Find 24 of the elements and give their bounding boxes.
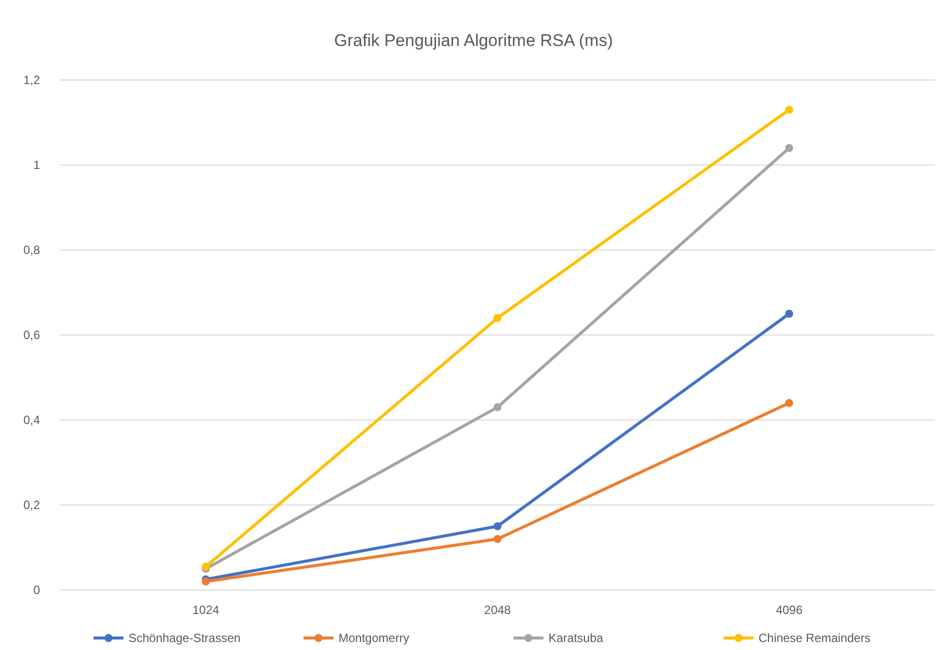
- y-tick-label: 0,8: [23, 243, 40, 258]
- point: [785, 106, 794, 114]
- legend-label: Montgomerry: [338, 631, 410, 646]
- y-tick-label: 1: [33, 158, 40, 172]
- legend-label: Karatsuba: [548, 631, 604, 646]
- point: [785, 310, 794, 318]
- y-tick-label: 0,6: [23, 328, 40, 342]
- point: [494, 535, 502, 543]
- point: [494, 522, 502, 530]
- point: [494, 403, 502, 412]
- point: [494, 314, 502, 322]
- x-tick-label: 1024: [192, 603, 220, 617]
- y-tick-label: 0,2: [23, 498, 40, 512]
- point: [785, 144, 794, 152]
- point: [785, 399, 794, 407]
- x-tick-label: 4096: [776, 603, 803, 617]
- y-tick-label: 1,2: [23, 73, 40, 88]
- legend-label: Chinese Remainders: [758, 631, 871, 646]
- y-tick-label: 0: [33, 583, 40, 598]
- point: [202, 578, 210, 586]
- legend-label: Schönhage-Strassen: [128, 631, 241, 646]
- x-tick-label: 2048: [484, 603, 512, 617]
- y-tick-label: 0,4: [23, 413, 40, 428]
- chart-title: Grafik Pengujian Algoritme RSA (ms): [334, 31, 613, 50]
